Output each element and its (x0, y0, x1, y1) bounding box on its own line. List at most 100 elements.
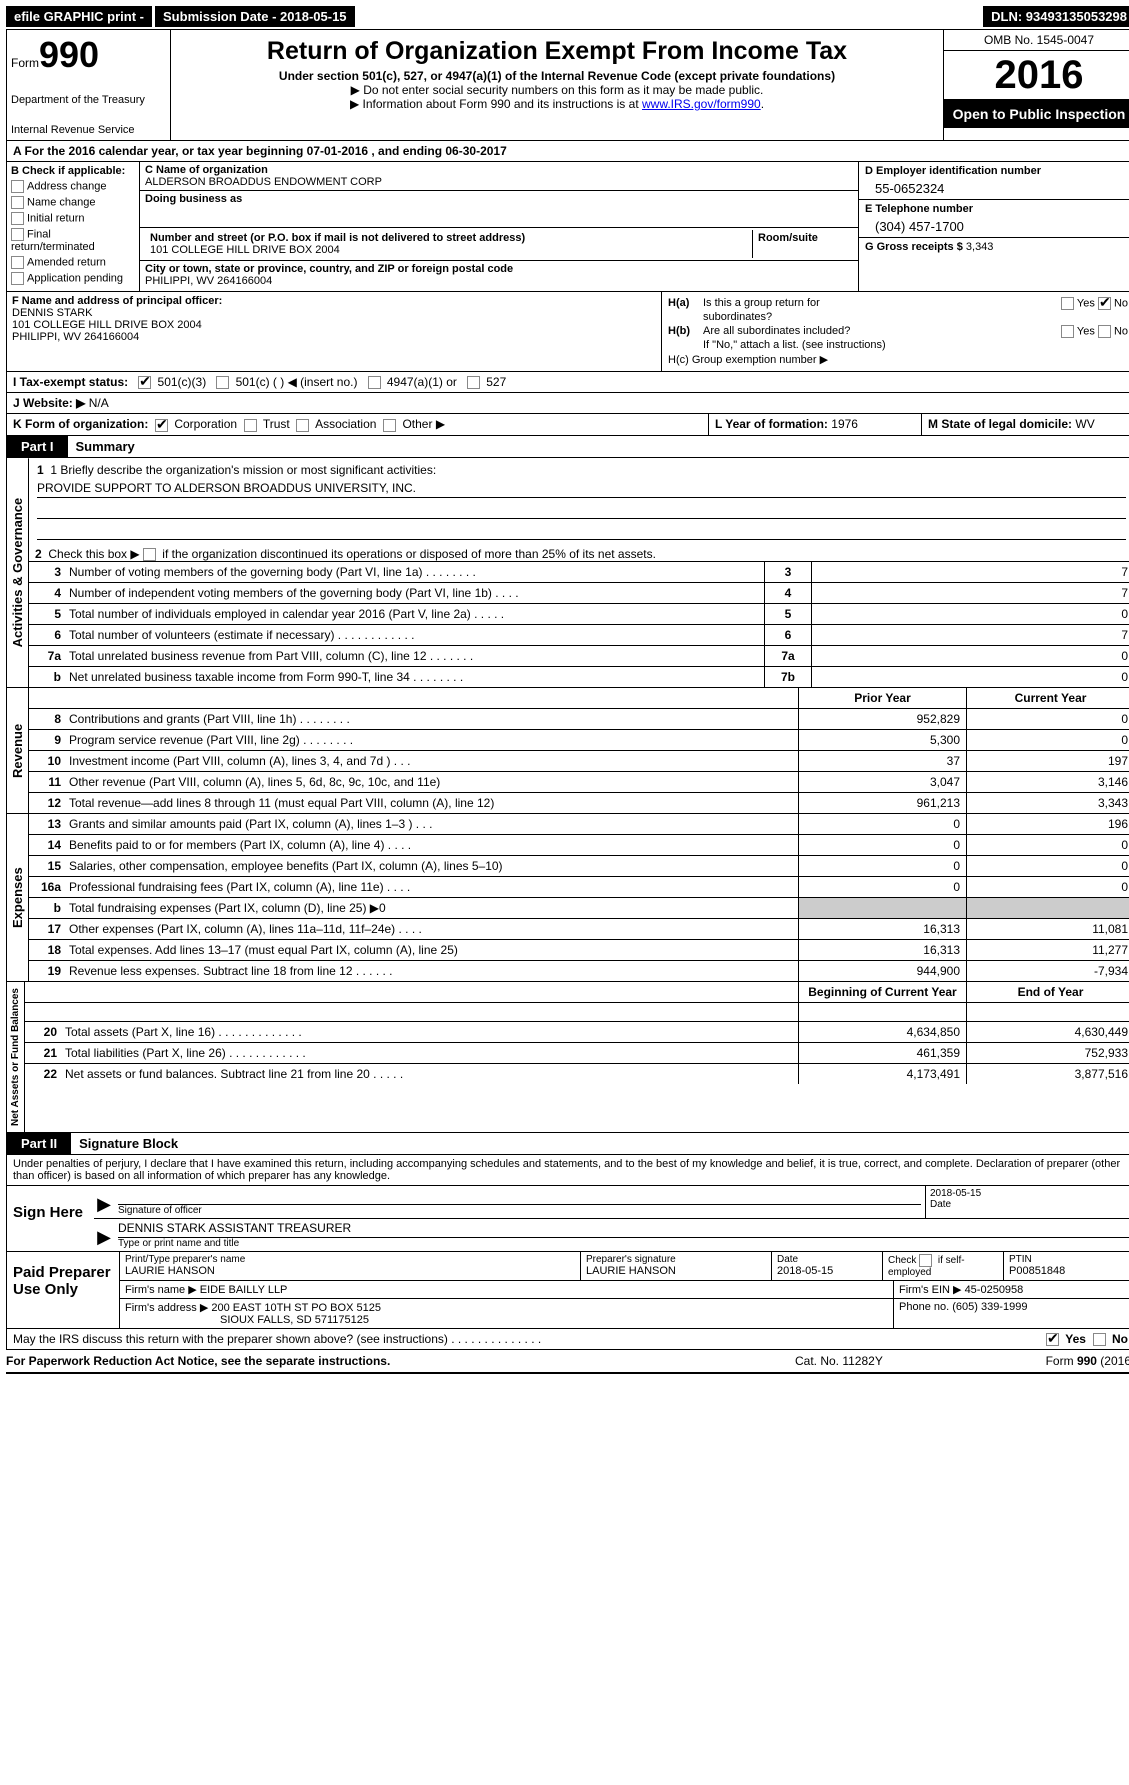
checkbox-name-change[interactable] (11, 196, 24, 209)
line12-py: 961,213 (798, 793, 966, 813)
efile-label: efile GRAPHIC print - (6, 6, 152, 27)
part-ii-header: Part II Signature Block (6, 1133, 1129, 1155)
col-b: B Check if applicable: Address change Na… (7, 162, 140, 291)
top-bar: efile GRAPHIC print - Submission Date - … (6, 6, 1129, 27)
org-name: ALDERSON BROADDUS ENDOWMENT CORP (145, 176, 853, 188)
instruction-link: ▶ Information about Form 990 and its ins… (179, 97, 935, 111)
line19-cy: -7,934 (966, 961, 1129, 981)
arrow-icon: ▶ (94, 1186, 114, 1218)
line18-py: 16,313 (798, 940, 966, 960)
line16b-cy (966, 898, 1129, 918)
org-address: 101 COLLEGE HILL DRIVE BOX 2004 (150, 244, 747, 256)
checkbox-final-return[interactable] (11, 228, 24, 241)
line9-cy: 0 (966, 730, 1129, 750)
vlabel-net: Net Assets or Fund Balances (7, 982, 25, 1132)
checkbox-other[interactable] (383, 419, 396, 432)
line-2: 2 Check this box ▶ if the organization d… (29, 544, 1129, 561)
open-inspection: Open to Public Inspection (944, 100, 1129, 128)
line17-py: 16,313 (798, 919, 966, 939)
firm-phone: (605) 339-1999 (952, 1301, 1027, 1313)
arrow-icon: ▶ (94, 1219, 114, 1251)
checkbox-hb-no[interactable] (1098, 325, 1111, 338)
summary-ag: Activities & Governance 1 1 Briefly desc… (6, 458, 1129, 688)
checkbox-ha-no[interactable] (1098, 297, 1111, 310)
instruction-ssn: ▶ Do not enter social security numbers o… (179, 83, 935, 97)
col-f: F Name and address of principal officer:… (7, 292, 661, 371)
line19-py: 944,900 (798, 961, 966, 981)
form-subtitle: Under section 501(c), 527, or 4947(a)(1)… (179, 69, 935, 83)
irs-link[interactable]: www.IRS.gov/form990 (642, 97, 761, 111)
sig-name: DENNIS STARK ASSISTANT TREASURER (118, 1221, 1129, 1238)
line10-cy: 197 (966, 751, 1129, 771)
checkbox-501c3[interactable] (138, 376, 151, 389)
line21-cy: 752,933 (966, 1043, 1129, 1063)
firm-name: EIDE BAILLY LLP (200, 1284, 288, 1296)
line16b-py (798, 898, 966, 918)
checkbox-amended[interactable] (11, 256, 24, 269)
line8-cy: 0 (966, 709, 1129, 729)
checkbox-self-employed[interactable] (919, 1254, 932, 1267)
row-i: I Tax-exempt status: 501(c)(3) 501(c) ( … (6, 372, 1129, 393)
final-footer: For Paperwork Reduction Act Notice, see … (6, 1350, 1129, 1374)
checkbox-4947[interactable] (368, 376, 381, 389)
vlabel-exp: Expenses (7, 814, 29, 981)
col-b-label: B Check if applicable: (11, 165, 135, 177)
checkbox-527[interactable] (467, 376, 480, 389)
line15-cy: 0 (966, 856, 1129, 876)
checkbox-501c[interactable] (216, 376, 229, 389)
line22-cy: 3,877,516 (966, 1064, 1129, 1084)
line21-py: 461,359 (798, 1043, 966, 1063)
header-center: Return of Organization Exempt From Incom… (171, 30, 943, 140)
line13-py: 0 (798, 814, 966, 834)
line20-cy: 4,630,449 (966, 1022, 1129, 1042)
checkbox-discontinued[interactable] (143, 548, 156, 561)
line3-value: 7 (811, 562, 1129, 582)
form-ref: Form 990 (2016) (995, 1354, 1129, 1368)
checkbox-trust[interactable] (244, 419, 257, 432)
officer-name: DENNIS STARK (12, 307, 656, 319)
line15-py: 0 (798, 856, 966, 876)
line16a-py: 0 (798, 877, 966, 897)
line14-cy: 0 (966, 835, 1129, 855)
sig-date: 2018-05-15 (930, 1188, 1129, 1199)
checkbox-address-change[interactable] (11, 180, 24, 193)
summary-exp: Expenses 13Grants and similar amounts pa… (6, 814, 1129, 982)
checkbox-discuss-no[interactable] (1093, 1333, 1106, 1346)
checkbox-ha-yes[interactable] (1061, 297, 1074, 310)
telephone-value: (304) 457-1700 (865, 215, 1128, 234)
checkbox-assoc[interactable] (296, 419, 309, 432)
header-left: Form990 Department of the Treasury Inter… (7, 30, 171, 140)
line10-py: 37 (798, 751, 966, 771)
line11-py: 3,047 (798, 772, 966, 792)
line8-py: 952,829 (798, 709, 966, 729)
firm-ein: 45-0250958 (965, 1284, 1024, 1296)
dept-treasury: Department of the Treasury (11, 94, 166, 106)
line9-py: 5,300 (798, 730, 966, 750)
preparer-label: Paid Preparer Use Only (7, 1252, 119, 1328)
tax-year: 2016 (944, 51, 1129, 100)
row-klm: K Form of organization: Corporation Trus… (6, 414, 1129, 435)
section-bcd: B Check if applicable: Address change Na… (6, 162, 1129, 292)
checkbox-initial-return[interactable] (11, 212, 24, 225)
dept-irs: Internal Revenue Service (11, 124, 166, 136)
sign-here-label: Sign Here (7, 1186, 94, 1251)
checkbox-corp[interactable] (155, 419, 168, 432)
line7a-value: 0 (811, 646, 1129, 666)
checkbox-hb-yes[interactable] (1061, 325, 1074, 338)
part-i-header: Part I Summary (6, 436, 1129, 458)
line14-py: 0 (798, 835, 966, 855)
summary-net: Net Assets or Fund Balances Beginning of… (6, 982, 1129, 1133)
dln: DLN: 93493135053298 (983, 6, 1129, 27)
line20-py: 4,634,850 (798, 1022, 966, 1042)
line6-value: 7 (811, 625, 1129, 645)
signature-intro: Under penalties of perjury, I declare th… (6, 1155, 1129, 1186)
col-d: D Employer identification number55-06523… (858, 162, 1129, 291)
preparer-block: Paid Preparer Use Only Print/Type prepar… (6, 1252, 1129, 1329)
submission-date: Submission Date - 2018-05-15 (155, 6, 355, 27)
checkbox-application-pending[interactable] (11, 272, 24, 285)
checkbox-discuss-yes[interactable] (1046, 1333, 1059, 1346)
line7b-value: 0 (811, 667, 1129, 687)
vlabel-ag: Activities & Governance (7, 458, 29, 687)
line17-cy: 11,081 (966, 919, 1129, 939)
line22-py: 4,173,491 (798, 1064, 966, 1084)
